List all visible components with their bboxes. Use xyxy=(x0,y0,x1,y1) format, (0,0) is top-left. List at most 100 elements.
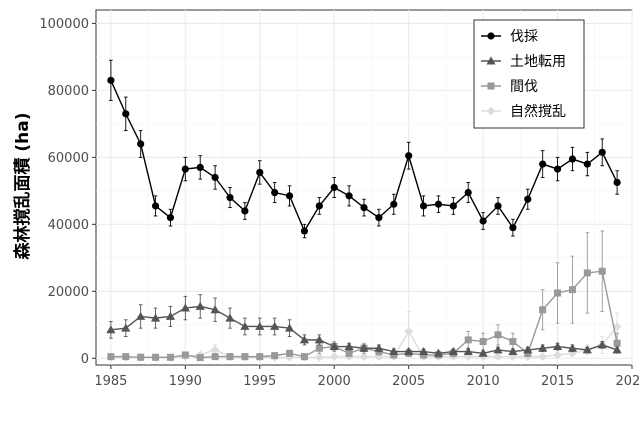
data-point xyxy=(211,173,219,182)
data-point xyxy=(449,202,457,210)
data-point xyxy=(433,348,444,357)
y-tick-label: 20000 xyxy=(48,285,89,300)
y-axis: 0 20000 40000 60000 80000 100000 xyxy=(39,17,96,367)
data-point xyxy=(226,353,234,361)
data-point xyxy=(285,192,294,200)
legend-marker xyxy=(486,56,496,65)
y-tick-label: 100000 xyxy=(39,17,89,32)
data-point xyxy=(405,152,413,160)
data-point xyxy=(478,348,488,357)
data-point xyxy=(137,140,145,148)
data-point xyxy=(404,327,414,336)
data-point xyxy=(300,227,309,235)
data-point xyxy=(345,192,353,200)
data-point xyxy=(494,331,502,339)
data-point xyxy=(345,349,353,357)
legend-label: 伐採 xyxy=(510,29,538,45)
data-point xyxy=(448,347,458,356)
data-point xyxy=(493,352,503,362)
data-point xyxy=(374,343,384,352)
data-point xyxy=(210,305,220,314)
data-point xyxy=(225,313,235,322)
legend-marker xyxy=(487,32,495,40)
legend-label: 自然撹乱 xyxy=(510,103,566,120)
data-point xyxy=(524,195,532,203)
data-point xyxy=(107,353,115,361)
data-point xyxy=(553,165,562,173)
data-point xyxy=(479,217,487,225)
data-point xyxy=(284,323,295,332)
data-point xyxy=(181,165,189,173)
data-point xyxy=(136,311,146,320)
data-point xyxy=(419,202,428,210)
data-point xyxy=(152,353,160,361)
data-point xyxy=(330,183,338,192)
data-point xyxy=(150,313,161,322)
data-point xyxy=(211,353,219,361)
legend-item: 土地転用 xyxy=(481,54,566,70)
data-point xyxy=(122,353,130,361)
data-point xyxy=(552,341,563,351)
data-point xyxy=(314,335,324,344)
data-point xyxy=(181,351,189,359)
data-point xyxy=(329,341,339,351)
data-point xyxy=(390,200,398,208)
data-point xyxy=(196,163,204,172)
legend-item: 間伐 xyxy=(481,79,538,95)
data-point xyxy=(151,202,160,210)
data-point xyxy=(270,321,280,330)
data-point xyxy=(464,336,472,344)
data-point xyxy=(568,286,576,294)
data-point xyxy=(271,352,279,360)
data-point xyxy=(255,321,265,330)
data-point xyxy=(299,335,310,344)
data-point xyxy=(539,160,547,168)
data-point xyxy=(568,155,577,163)
data-point xyxy=(389,347,399,356)
data-point xyxy=(404,347,414,356)
data-point xyxy=(464,188,472,197)
legend-label: 土地転用 xyxy=(510,54,566,70)
legend-item: 自然撹乱 xyxy=(481,103,566,120)
data-point xyxy=(256,353,264,361)
data-point xyxy=(612,322,622,331)
data-point xyxy=(106,325,116,334)
data-point xyxy=(583,160,591,168)
data-point xyxy=(598,267,606,275)
data-point xyxy=(315,344,323,352)
data-point xyxy=(241,207,249,215)
data-point xyxy=(493,345,503,354)
data-point xyxy=(256,168,264,177)
data-point xyxy=(359,343,369,352)
data-point xyxy=(195,301,205,310)
data-point xyxy=(567,343,578,352)
data-point xyxy=(122,110,130,118)
legend-marker xyxy=(486,106,496,116)
x-tick-label: 1995 xyxy=(243,374,276,389)
data-point xyxy=(240,321,250,330)
y-tick-label: 0 xyxy=(81,352,89,367)
x-tick-label: 2005 xyxy=(392,374,425,389)
data-point xyxy=(583,269,591,277)
data-point xyxy=(196,354,204,362)
data-point xyxy=(523,345,533,354)
data-point xyxy=(241,353,249,361)
data-point xyxy=(582,345,592,354)
data-point xyxy=(121,323,131,332)
y-tick-label: 80000 xyxy=(48,84,89,99)
data-point xyxy=(375,214,383,222)
legend-label: 間伐 xyxy=(510,79,538,95)
y-tick-label: 40000 xyxy=(48,218,89,233)
data-point xyxy=(509,338,517,346)
data-point xyxy=(180,303,190,312)
data-point xyxy=(539,306,547,314)
data-point xyxy=(538,352,548,362)
x-tick-label: 2010 xyxy=(467,374,500,389)
data-point xyxy=(137,353,145,361)
data-point xyxy=(165,311,176,320)
x-tick-label: 1985 xyxy=(94,374,127,389)
data-point xyxy=(463,347,473,356)
